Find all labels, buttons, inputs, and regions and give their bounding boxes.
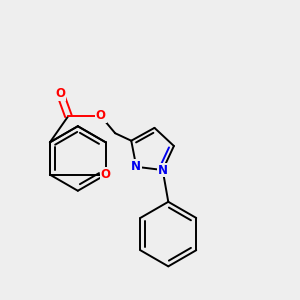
Text: O: O [101,168,111,181]
Text: N: N [131,160,141,173]
Text: O: O [96,110,106,122]
Text: N: N [158,164,168,176]
Text: O: O [55,87,65,100]
